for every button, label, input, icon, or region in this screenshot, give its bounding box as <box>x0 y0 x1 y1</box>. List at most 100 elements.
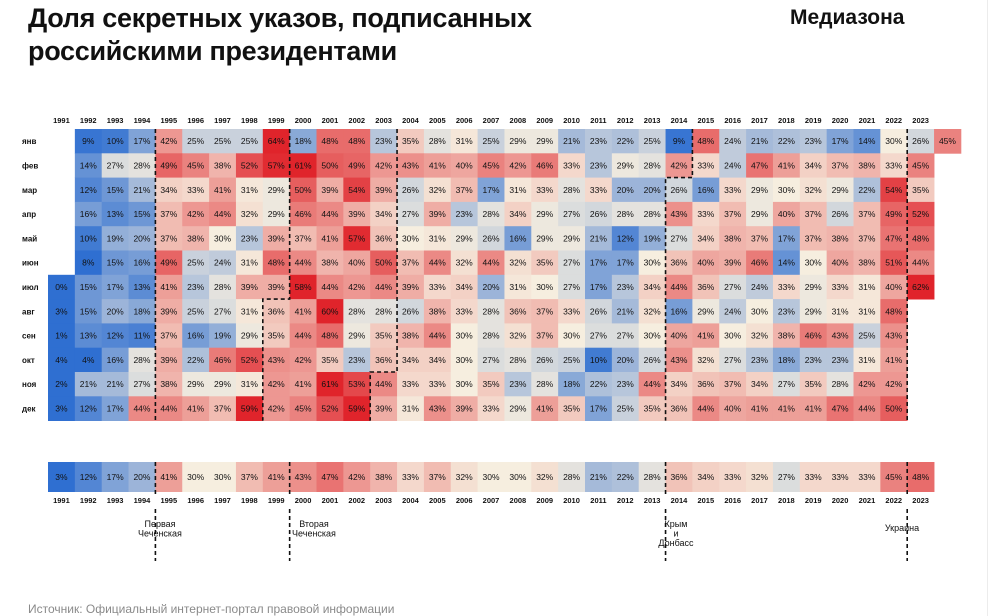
heatmap-cell <box>209 299 237 324</box>
heatmap-cell <box>397 129 425 154</box>
cell-label: 31% <box>402 403 419 413</box>
cell-label: 33% <box>402 379 419 389</box>
heatmap-cell <box>772 347 801 373</box>
cell-label: 42% <box>670 160 687 170</box>
heatmap-cell <box>101 226 129 251</box>
year-label-bottom: 2007 <box>483 496 500 505</box>
cell-label: 1% <box>55 331 68 341</box>
heatmap-cell <box>343 299 371 324</box>
heatmap-cell <box>128 201 156 227</box>
divider-line <box>262 129 291 421</box>
cell-label: 33% <box>563 160 580 170</box>
cell-label: 43% <box>429 403 446 413</box>
heatmap-cell <box>665 226 693 251</box>
heatmap-cell <box>907 129 935 154</box>
heatmap-cell <box>450 372 478 397</box>
heatmap-cell <box>853 274 881 300</box>
cell-label: 38% <box>429 306 446 316</box>
heatmap-cell <box>370 396 398 421</box>
cell-label: 41% <box>805 403 822 413</box>
year-label-bottom: 2012 <box>617 496 634 505</box>
heatmap-cell <box>772 274 801 300</box>
heatmap-cell <box>209 347 237 373</box>
cell-label: 39% <box>241 282 258 292</box>
cell-label: 37% <box>456 185 473 195</box>
heatmap-cell <box>235 226 264 251</box>
cell-label: 35% <box>268 331 285 341</box>
cell-label: 33% <box>697 209 714 219</box>
cell-label: 26% <box>402 306 419 316</box>
cell-label: 17% <box>832 136 849 146</box>
heatmap-cell <box>182 250 210 276</box>
event-label-line: Вторая <box>299 519 329 529</box>
year-label-top: 2008 <box>510 116 527 125</box>
heatmap-cell <box>826 299 854 324</box>
cell-label: 44% <box>644 379 661 389</box>
heatmap-cell <box>74 201 103 227</box>
cell-label: 27% <box>483 355 500 365</box>
cell-label: 31% <box>456 136 473 146</box>
heatmap-cell <box>558 226 586 251</box>
heatmap-cell <box>48 396 76 421</box>
annual-cell <box>48 462 76 492</box>
annual-cell <box>880 462 908 492</box>
cell-label: 29% <box>832 185 849 195</box>
year-label-top: 1996 <box>187 116 204 125</box>
cell-label: 37% <box>536 306 553 316</box>
heatmap-cell <box>665 372 693 397</box>
heatmap-cell <box>719 299 747 324</box>
cell-label: 39% <box>402 282 419 292</box>
heatmap-cell <box>531 274 559 300</box>
cell-label: 46% <box>295 209 312 219</box>
cell-label: 33% <box>187 185 204 195</box>
heatmap-cell <box>423 323 452 349</box>
heatmap-cell <box>262 274 291 300</box>
cell-label: 29% <box>697 306 714 316</box>
heatmap-cell <box>262 396 291 421</box>
cell-label: 16% <box>80 209 97 219</box>
cell-label: 22% <box>590 379 607 389</box>
cell-label: 36% <box>375 355 392 365</box>
heatmap-cell <box>397 323 425 349</box>
heatmap-cell <box>209 226 237 251</box>
year-label-bottom: 1999 <box>268 496 285 505</box>
heatmap-cell <box>182 299 210 324</box>
heatmap-cell <box>316 177 344 203</box>
heatmap-cell <box>477 274 505 300</box>
heatmap-cell <box>289 153 317 178</box>
heatmap-cell <box>450 396 478 421</box>
annual-label: 22% <box>617 472 634 482</box>
annual-label: 33% <box>402 472 419 482</box>
cell-label: 46% <box>805 331 822 341</box>
heatmap-cell <box>799 201 828 227</box>
cell-label: 32% <box>509 331 526 341</box>
cell-label: 33% <box>724 185 741 195</box>
heatmap-cell <box>638 274 666 300</box>
cell-label: 22% <box>858 185 875 195</box>
heatmap-cell <box>880 347 908 373</box>
annual-label: 38% <box>375 472 392 482</box>
cell-label: 26% <box>483 233 500 243</box>
cell-label: 54% <box>885 185 902 195</box>
heatmap-cell <box>611 177 640 203</box>
cell-label: 33% <box>885 160 902 170</box>
heatmap-cell <box>665 153 693 178</box>
annual-cell <box>262 462 291 492</box>
cell-label: 27% <box>214 306 231 316</box>
heatmap-cell <box>423 226 452 251</box>
annual-label: 43% <box>295 472 312 482</box>
cell-label: 42% <box>268 379 285 389</box>
heatmap-cell <box>155 372 183 397</box>
cell-label: 40% <box>348 258 365 268</box>
cell-label: 48% <box>912 233 929 243</box>
heatmap-cell <box>450 153 478 178</box>
cell-label: 28% <box>214 282 231 292</box>
cell-label: 58% <box>295 282 312 292</box>
heatmap-cell <box>48 274 76 300</box>
cell-label: 37% <box>295 233 312 243</box>
heatmap-cell <box>450 274 478 300</box>
year-label-bottom: 2003 <box>375 496 392 505</box>
heatmap-cell <box>504 226 532 251</box>
month-label: авг <box>22 307 35 316</box>
heatmap-cell <box>397 347 425 373</box>
